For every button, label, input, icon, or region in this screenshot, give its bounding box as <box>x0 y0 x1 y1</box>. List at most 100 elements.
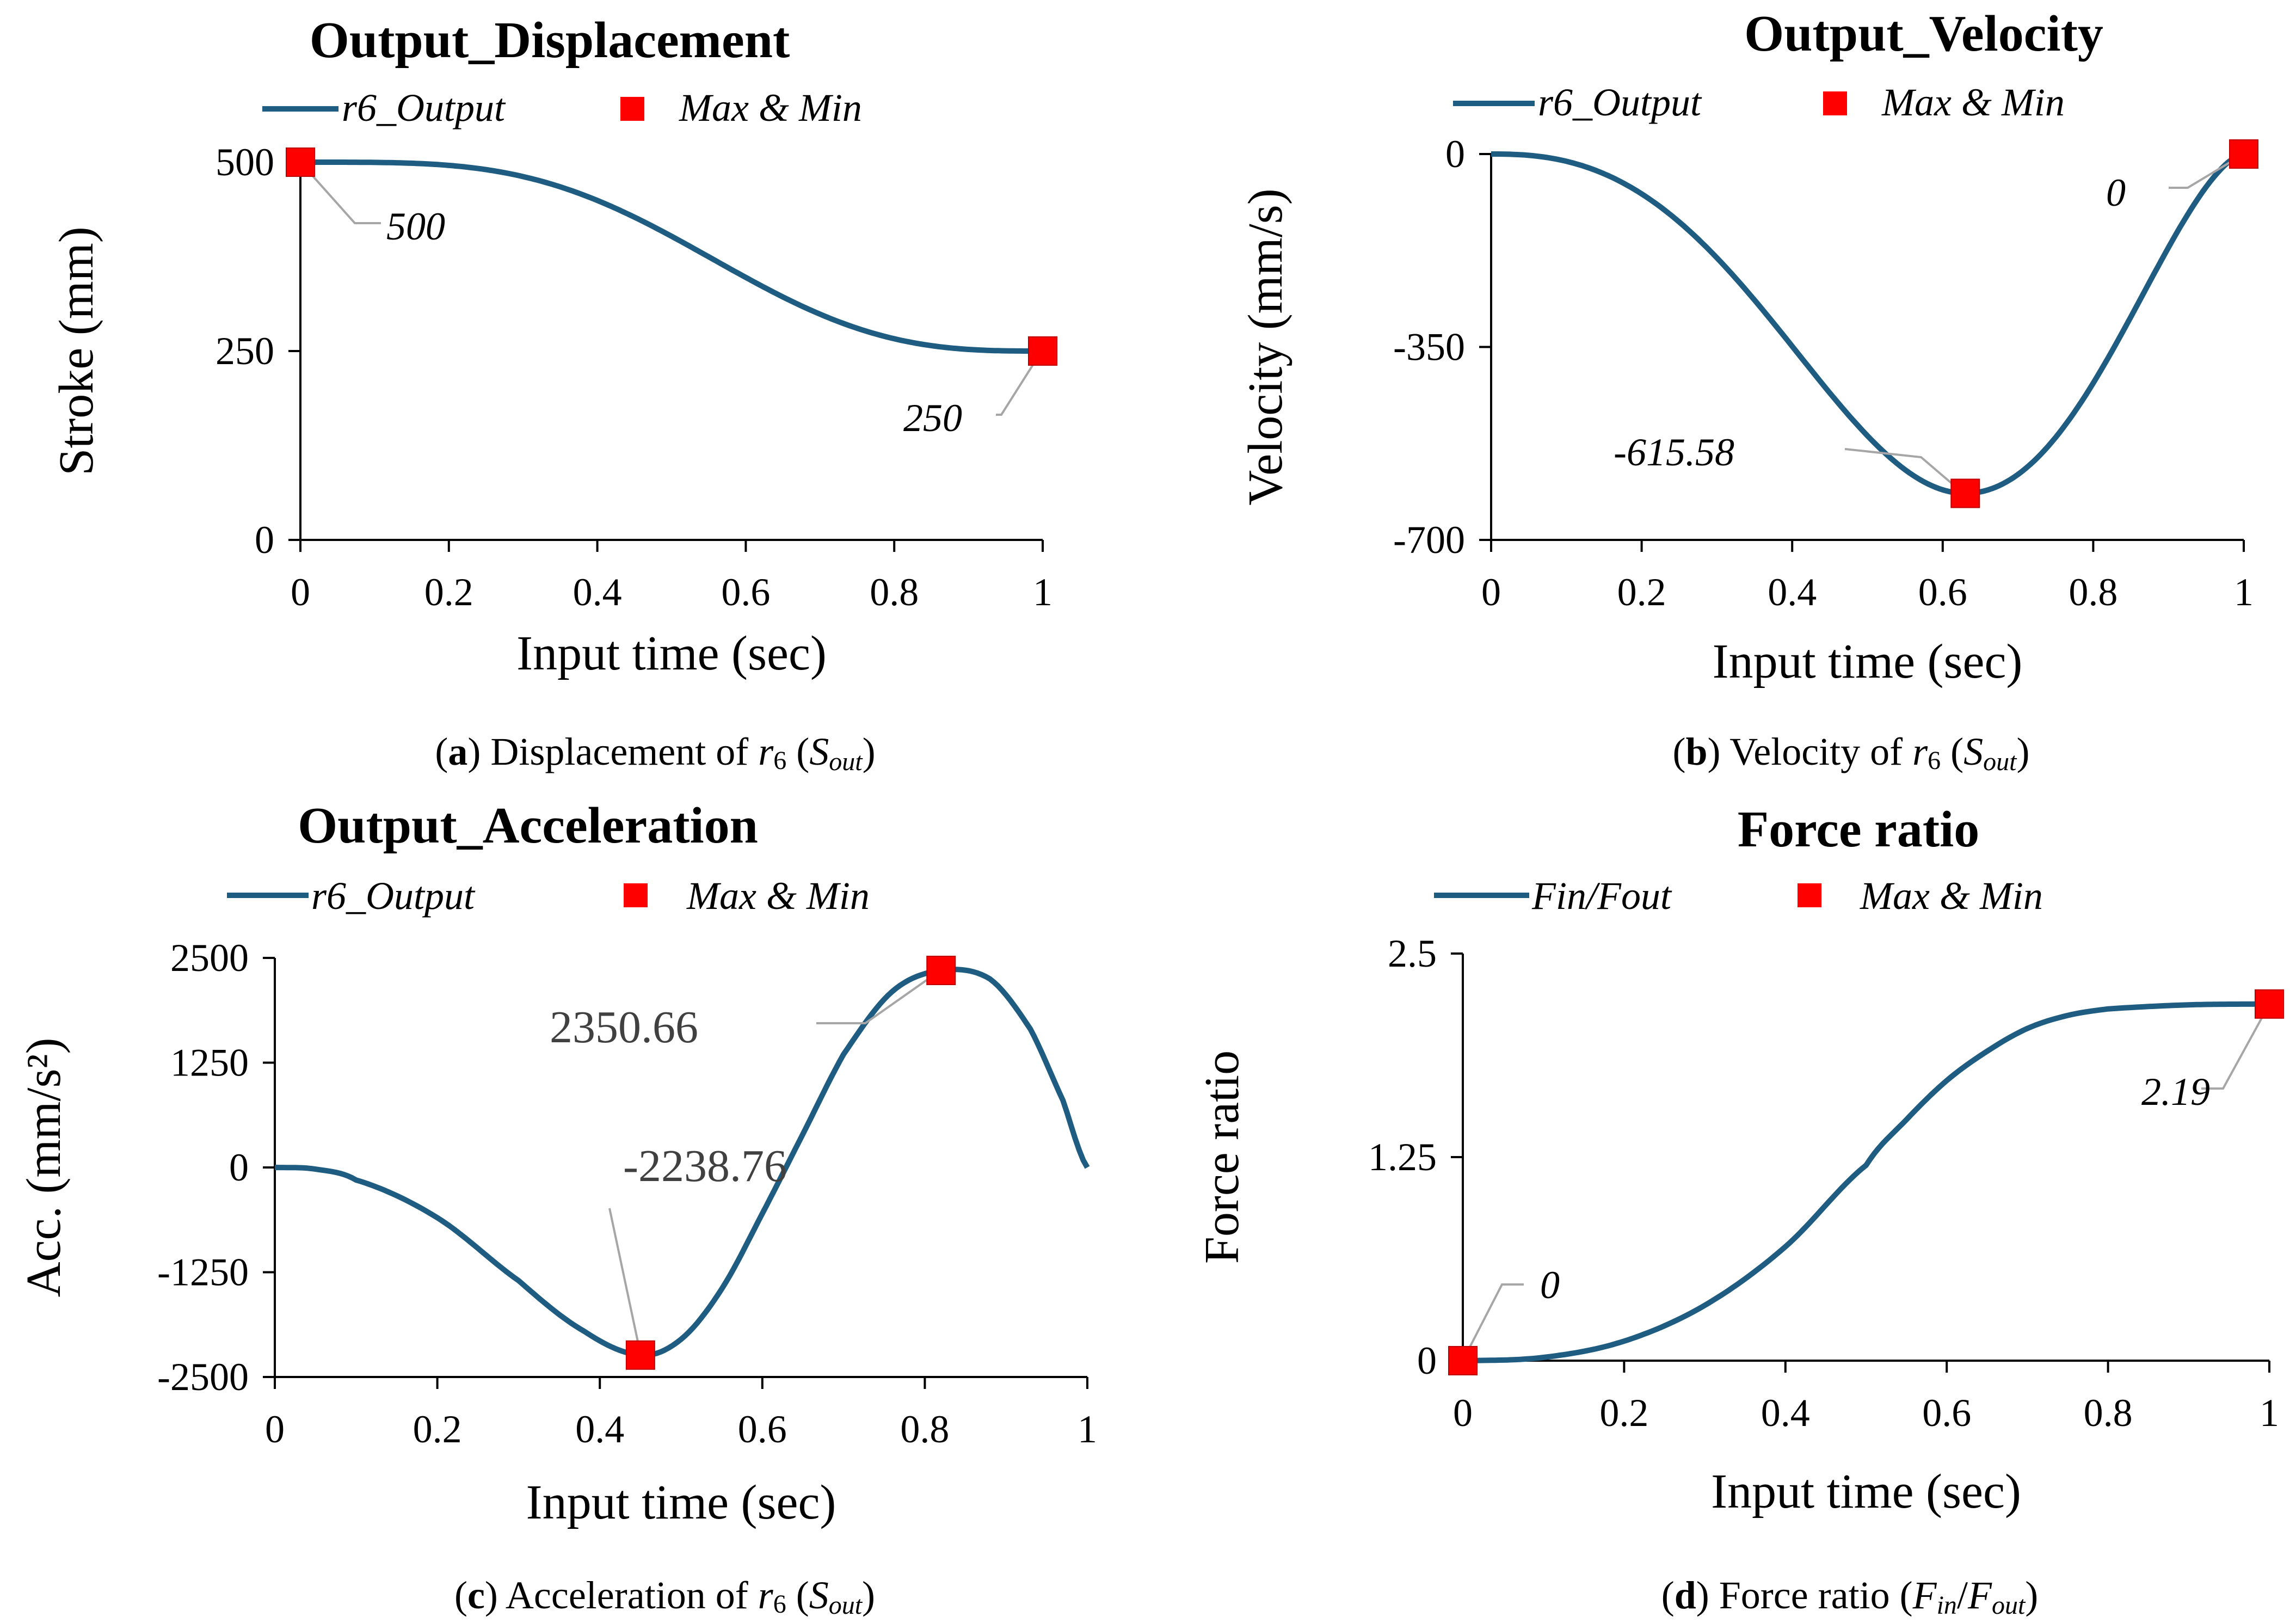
x-tick-label: 0.2 <box>1599 1391 1648 1435</box>
x-tick-label: 0.2 <box>413 1407 462 1451</box>
x-tick-label: 1 <box>1078 1407 1097 1451</box>
caption-symbol-sub: out <box>1983 747 2017 776</box>
caption-slash: / <box>1957 1573 1968 1617</box>
legend-series-label: Fin/Fout <box>1531 874 1672 918</box>
annotation-label: 2.19 <box>2141 1070 2210 1114</box>
caption-symbol: S <box>1963 730 1983 773</box>
chart-title: Output_Displacement <box>310 12 790 69</box>
figure-caption: (a) Displacement of r6 (Sout) <box>435 730 875 776</box>
annotation-leader-line <box>1462 1283 1524 1361</box>
x-tick-label: 0 <box>1453 1391 1473 1435</box>
caption-letter: c <box>467 1573 485 1617</box>
series-line-r6-Output <box>300 159 1043 354</box>
caption-paren: ( <box>1673 730 1686 773</box>
legend-marker-swatch <box>1798 883 1821 907</box>
caption-close: ) <box>2025 1573 2038 1617</box>
y-tick-label: 1250 <box>170 1041 249 1085</box>
annotation-label: 0 <box>2106 171 2126 214</box>
chart-title: Output_Velocity <box>1744 5 2103 62</box>
caption-letter: d <box>1675 1573 1696 1617</box>
caption-var-sub: 6 <box>1928 746 1941 775</box>
x-tick-label: 0.6 <box>738 1407 787 1451</box>
caption-letter: b <box>1686 730 1708 773</box>
x-tick-label: 0.4 <box>1761 1391 1810 1435</box>
caption-symbol: F <box>1912 1573 1937 1617</box>
caption-symbol-sub: in <box>1937 1591 1957 1620</box>
y-axis-label: Stroke (mm) <box>50 226 103 475</box>
caption-paren: ( <box>435 730 448 773</box>
x-tick-label: 0.4 <box>575 1407 624 1451</box>
extremum-marker <box>625 1340 655 1370</box>
annotation-leader-line <box>816 969 941 1024</box>
caption-letter: a <box>448 730 467 773</box>
x-tick-label: 0 <box>265 1407 285 1451</box>
caption-symbol: S <box>809 730 829 773</box>
y-tick-label: -700 <box>1393 518 1465 562</box>
x-tick-label: 0.4 <box>1768 570 1817 614</box>
caption-paren: ( <box>1661 1573 1675 1617</box>
figure-caption: (c) Acceleration of r6 (Sout) <box>454 1573 875 1620</box>
caption-close: ) <box>863 730 876 773</box>
annotation-label: 250 <box>903 396 962 440</box>
x-tick-label: 0 <box>291 570 310 614</box>
annotation-leader-line <box>996 348 1044 416</box>
x-axis-label: Input time (sec) <box>1711 1465 2021 1519</box>
legend-marker-label: Max & Min <box>1860 874 2043 918</box>
x-tick-label: 0.6 <box>1922 1391 1971 1435</box>
y-tick-label: 0 <box>1417 1339 1437 1382</box>
caption-symbol-2: F <box>1967 1573 1992 1617</box>
figure-caption: (d) Force ratio (Fin/Fout) <box>1661 1573 2039 1620</box>
extremum-marker <box>286 147 315 177</box>
annotation-label: -615.58 <box>1614 431 1734 474</box>
series-line-r6-Output <box>1491 151 2245 496</box>
caption-paren: ( <box>454 1573 467 1617</box>
x-tick-label: 0.6 <box>721 570 770 614</box>
y-tick-label: 500 <box>216 140 274 184</box>
legend-marker-swatch <box>1823 91 1847 115</box>
y-tick-label: -1250 <box>157 1251 249 1294</box>
chart-b: Output_Velocity r6_Output Max & Min 0 0.2 0.4… <box>1239 5 2258 776</box>
chart-d: Force ratio Fin/Fout Max & Min 0 0.2 0.4 0.6 0.… <box>1195 801 2284 1620</box>
y-axis-label: Acc. (mm/s²) <box>17 1038 71 1298</box>
chart-a: Output_Displacement r6_Output Max & Min 0 0.… <box>50 12 1057 776</box>
annotation-label: 0 <box>1540 1263 1560 1307</box>
y-tick-label: 0 <box>229 1146 249 1189</box>
x-tick-label: 0.2 <box>1617 570 1666 614</box>
y-tick-label: 1.25 <box>1368 1135 1437 1179</box>
figure-caption: (b) Velocity of r6 (Sout) <box>1673 730 2030 776</box>
x-tick-label: 0.4 <box>573 570 622 614</box>
chart-c: Output_Acceleration r6_Output Max & Min 0 0.… <box>17 797 1097 1620</box>
x-tick-label: 0.8 <box>2069 570 2118 614</box>
x-tick-label: 1 <box>2234 570 2254 614</box>
chart-title: Force ratio <box>1738 801 1980 858</box>
annotation-label: 2350.66 <box>550 1002 698 1053</box>
x-tick-label: 0.8 <box>2084 1391 2133 1435</box>
annotation-label: 500 <box>386 205 445 248</box>
caption-close: ) <box>862 1573 875 1617</box>
extremum-marker <box>1950 478 1980 508</box>
x-tick-label: 0.8 <box>900 1407 949 1451</box>
caption-text: ) Displacement of <box>467 730 758 773</box>
caption-open: ( <box>786 730 809 773</box>
x-tick-label: 0.2 <box>424 570 473 614</box>
caption-text: ) Velocity of <box>1708 730 1913 773</box>
extremum-marker <box>2229 139 2258 169</box>
caption-var: r <box>1912 730 1928 773</box>
chart-title: Output_Acceleration <box>298 797 758 854</box>
legend-marker-swatch <box>624 883 648 907</box>
caption-open: ( <box>1900 1573 1913 1617</box>
caption-open: ( <box>786 1573 809 1617</box>
caption-symbol-sub: out <box>829 1591 863 1620</box>
legend-series-label: r6_Output <box>342 86 506 130</box>
x-tick-label: 1 <box>2260 1391 2279 1435</box>
annotation-leader-line <box>2201 1004 2270 1090</box>
y-tick-label: 2.5 <box>1388 932 1437 975</box>
y-axis-label: Force ratio <box>1195 1050 1249 1264</box>
legend-marker-label: Max & Min <box>1881 81 2065 124</box>
y-axis-label: Velocity (mm/s) <box>1239 188 1292 505</box>
extremum-marker <box>926 955 956 985</box>
extremum-marker <box>1448 1346 1478 1375</box>
y-tick-label: 0 <box>255 518 274 562</box>
legend-series-label: r6_Output <box>1538 81 1702 124</box>
